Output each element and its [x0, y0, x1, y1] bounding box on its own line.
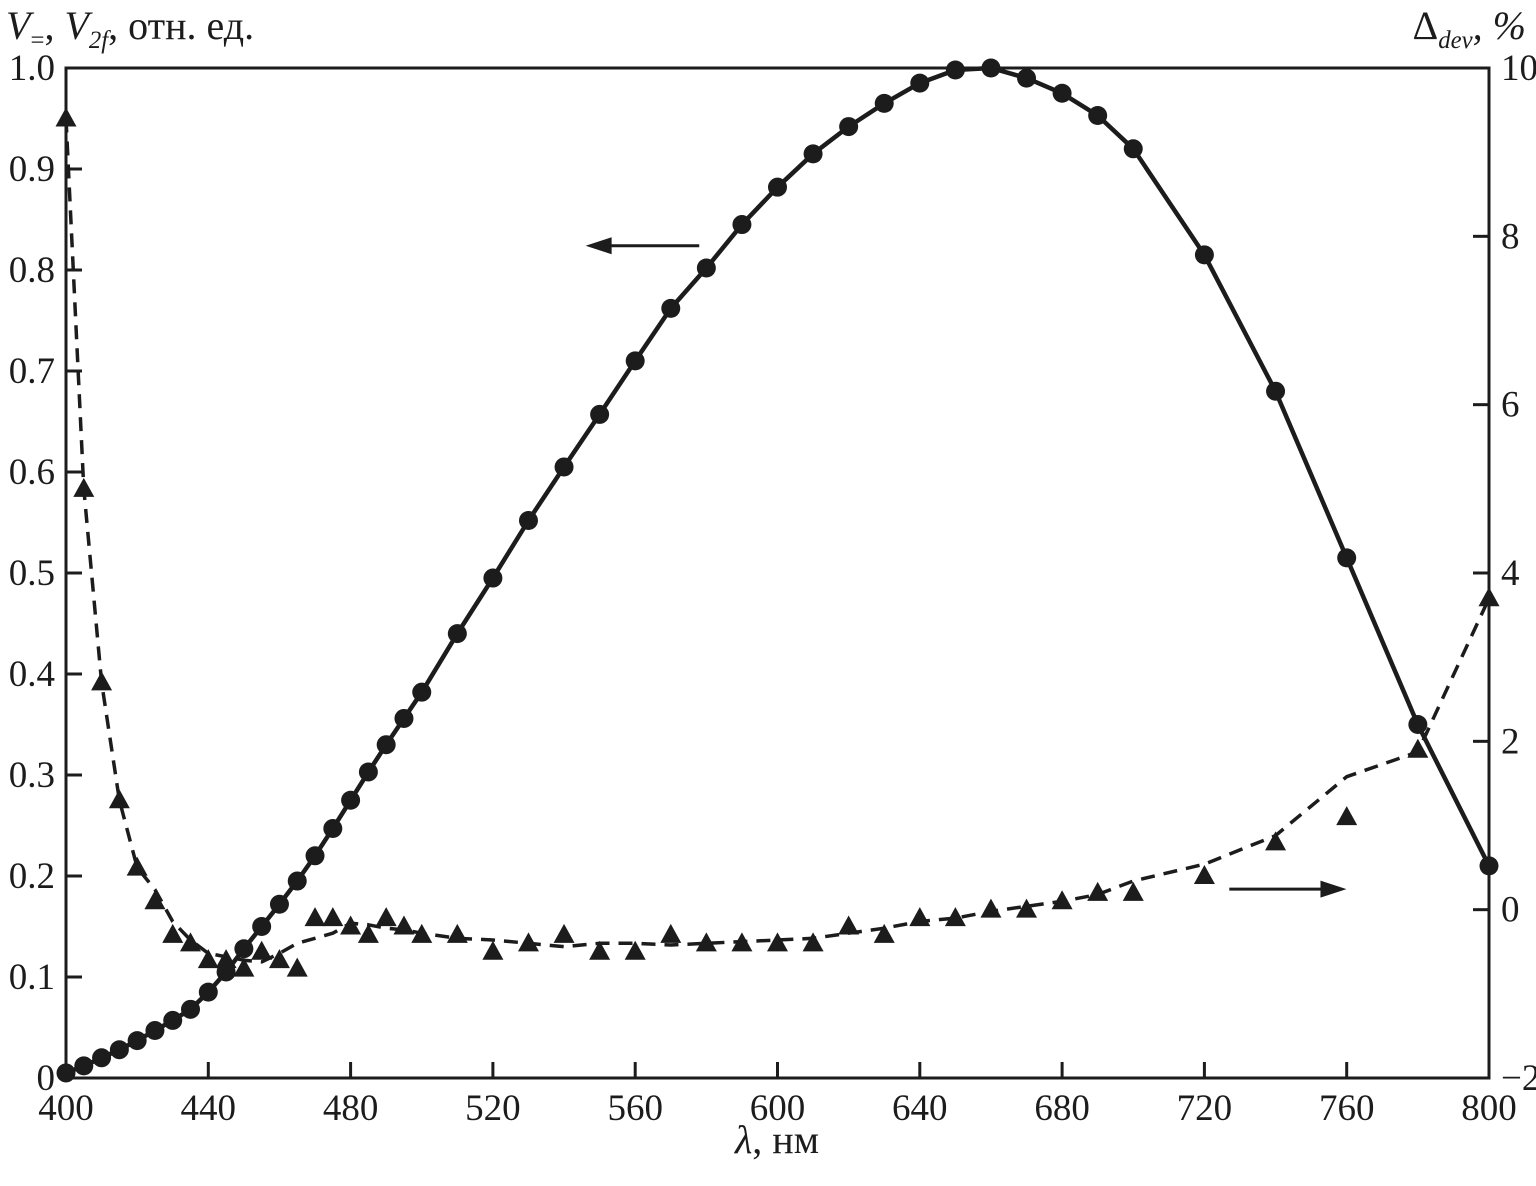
right-tick-label: 4	[1501, 553, 1520, 594]
left-tick-label: 1.0	[9, 48, 55, 89]
right-axis-title: Δdev, %	[1412, 3, 1526, 55]
x-tick-label: 680	[1034, 1088, 1090, 1129]
x-tick-label: 640	[892, 1088, 948, 1129]
right-tick-label: 2	[1501, 721, 1520, 762]
left-tick-label: 0.2	[9, 856, 55, 897]
series-line-delta-dev	[64, 118, 1491, 964]
x-tick-label: 440	[181, 1088, 237, 1129]
left-axis-title-units: , отн. ед.	[108, 3, 255, 48]
left-tick-label: 0.6	[9, 452, 55, 493]
right-tick-label: 6	[1501, 385, 1520, 426]
left-tick-label: 0.8	[9, 250, 55, 291]
x-tick-label: 520	[465, 1088, 521, 1129]
left-tick-label: 0.4	[9, 654, 55, 695]
left-tick-label: 0.9	[9, 149, 55, 190]
left-axis-title-separator: ,	[44, 3, 65, 48]
right-axis-title-sub: dev	[1438, 27, 1473, 54]
right-axis-title-symbol: Δ	[1412, 3, 1439, 48]
x-tick-label: 760	[1319, 1088, 1375, 1129]
right-tick-label: 0	[1501, 890, 1520, 931]
plot-frame	[64, 66, 1491, 1080]
left-axis-title-sub-2: 2f	[88, 27, 109, 54]
left-axis-title-sub-1: =	[30, 27, 45, 54]
axis-ticks: 400 440 480 520 560 600 640 680 720 760 80000.10.2…	[9, 48, 1536, 1129]
left-axis-title-symbol-1: V	[6, 3, 31, 48]
series-line-v-response	[65, 65, 1492, 1076]
x-axis-title-units: , нм	[752, 1117, 820, 1162]
left-tick-label: 0.5	[9, 553, 55, 594]
left-tick-label: 0	[37, 1058, 56, 1099]
x-tick-label: 600	[750, 1088, 806, 1129]
x-tick-label: 400	[38, 1088, 94, 1129]
left-axis-title: V=, V2f, отн. ед.	[6, 3, 255, 55]
x-axis-title-symbol: λ	[734, 1117, 753, 1162]
left-axis-title-symbol-2: V	[64, 3, 89, 48]
left-tick-label: 0.3	[9, 755, 55, 796]
x-tick-label: 800	[1461, 1088, 1517, 1129]
right-tick-label: −2	[1501, 1058, 1536, 1099]
left-axis-arrow	[585, 237, 700, 255]
right-axis-arrow	[1229, 880, 1347, 898]
left-tick-label: 0.1	[9, 957, 55, 998]
right-tick-label: 8	[1501, 216, 1520, 257]
series-markers-delta-dev	[55, 107, 1500, 977]
x-tick-label: 480	[323, 1088, 379, 1129]
right-tick-label: 10	[1501, 48, 1536, 89]
series-markers-v-response	[56, 58, 1499, 1083]
x-axis-title: λ, нм	[735, 1118, 819, 1162]
x-tick-label: 560	[607, 1088, 663, 1129]
left-tick-label: 0.7	[9, 351, 55, 392]
x-tick-label: 720	[1177, 1088, 1233, 1129]
right-axis-title-units: , %	[1472, 3, 1526, 48]
